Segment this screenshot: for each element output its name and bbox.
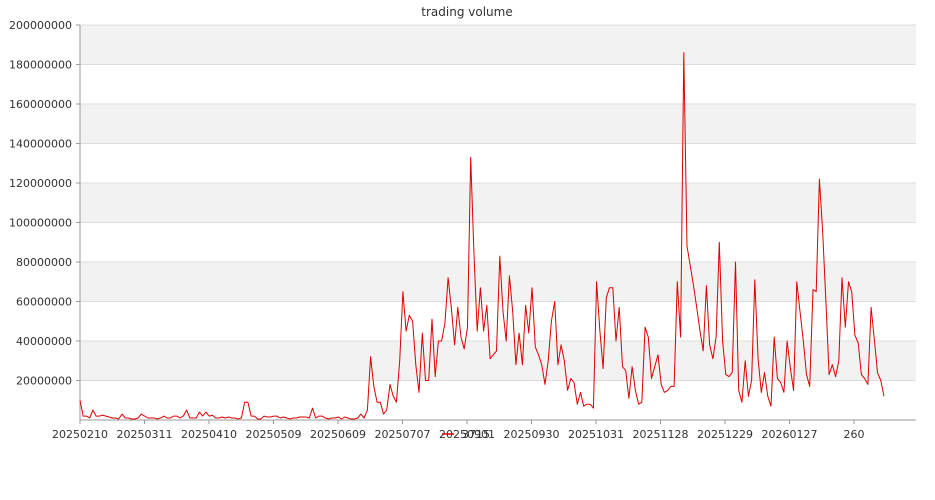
y-tick-label: 200000000 [9,19,72,32]
y-tick-label: 160000000 [9,98,72,111]
x-tick-label: 20250609 [310,428,366,441]
background-band [80,104,916,144]
y-tick-label: 120000000 [9,177,72,190]
x-tick-label: 20250210 [52,428,108,441]
chart-title: trading volume [421,5,512,19]
x-tick-label: 260 [844,428,865,441]
y-tick-label: 60000000 [16,296,72,309]
y-tick-label: 180000000 [9,59,72,72]
legend: 3715 [442,428,490,441]
x-tick-label: 20250410 [181,428,237,441]
x-tick-label: 20250901 [439,428,495,441]
series-line [79,52,885,420]
y-tick-label: 20000000 [16,375,72,388]
series-lines [79,52,885,420]
background-bands [80,25,916,381]
y-tick-label: 140000000 [9,138,72,151]
y-tick-labels: 20000000 40000000 60000000 80000000 10000000… [9,19,80,388]
x-tick-label: 20250311 [117,428,173,441]
background-band [80,25,916,65]
y-tick-label: 80000000 [16,256,72,269]
x-tick-label: 20250509 [246,428,302,441]
y-tick-label: 40000000 [16,335,72,348]
y-tick-label: 100000000 [9,217,72,230]
x-tick-label: 20250930 [504,428,560,441]
x-tick-label: 20251128 [633,428,689,441]
legend-label: 3715 [462,428,490,441]
x-tick-label: 20251031 [568,428,624,441]
x-tick-labels: 20250210 20250311 20250410 20250509 20250609… [52,420,865,441]
x-tick-label: 20250707 [375,428,431,441]
x-tick-label: 20251229 [697,428,753,441]
background-band [80,341,916,381]
background-band [80,183,916,223]
x-tick-label: 20260127 [762,428,818,441]
